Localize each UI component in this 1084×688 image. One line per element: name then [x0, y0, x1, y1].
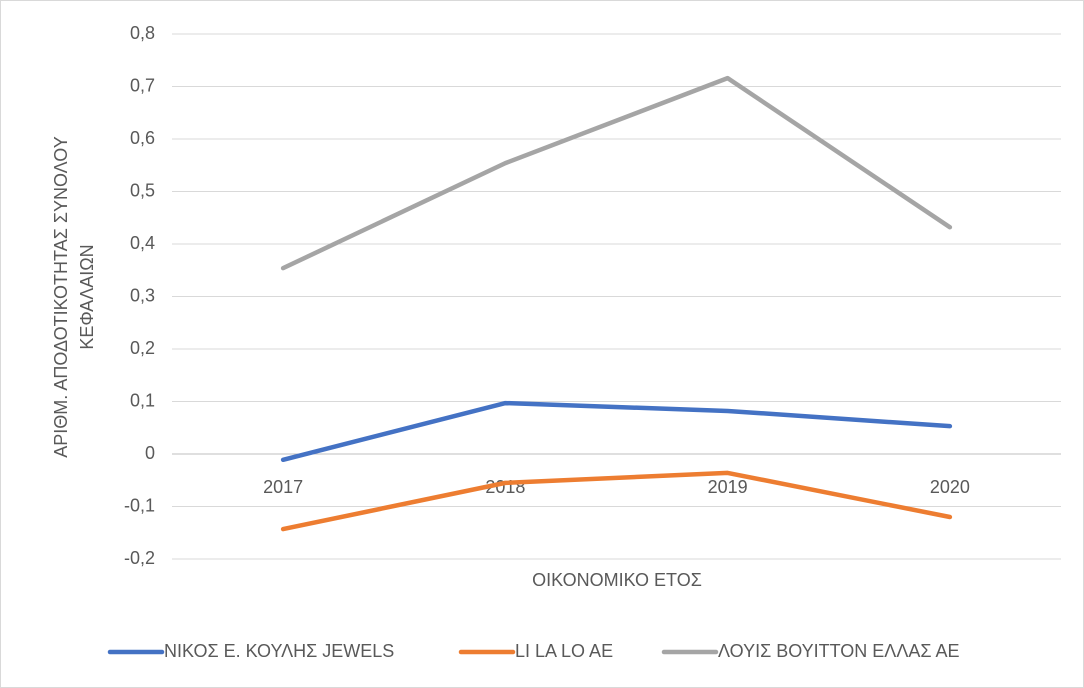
series-line	[280, 400, 953, 463]
y-tick-label: 0,4	[130, 233, 155, 253]
legend-label: LI LA LO AE	[515, 641, 613, 661]
series-line	[280, 470, 953, 532]
x-tick-label: 2019	[708, 477, 748, 497]
y-axis-title-line: ΑΡΙΘΜ. ΑΠΟΔΟΤΙΚΟΤΗΤΑΣ ΣΥΝΟΛΟΥ	[51, 136, 71, 457]
y-tick-label: 0,2	[130, 338, 155, 358]
legend-label: ΛΟΥΙΣ ΒΟΥΙΤΤΟΝ ΕΛΛΑΣ ΑΕ	[718, 641, 960, 661]
y-tick-label: 0,3	[130, 285, 155, 305]
y-tick-label: -0,1	[124, 495, 155, 515]
legend-label: ΝΙΚΟΣ Ε. ΚΟΥΛΗΣ JEWELS	[164, 641, 394, 661]
y-axis-title-line: ΚΕΦΑΛΑΙΩΝ	[77, 244, 97, 349]
y-tick-label: 0,7	[130, 75, 155, 95]
x-axis-title: ΟΙΚΟΝΟΜΙΚΟ ΕΤΟΣ	[532, 570, 702, 590]
y-tick-label: 0	[145, 443, 155, 463]
y-tick-label: 0,1	[130, 390, 155, 410]
y-tick-label: -0,2	[124, 548, 155, 568]
y-tick-label: 0,6	[130, 128, 155, 148]
x-tick-label: 2017	[263, 477, 303, 497]
series-line	[280, 75, 953, 271]
y-axis-title: ΑΡΙΘΜ. ΑΠΟΔΟΤΙΚΟΤΗΤΑΣ ΣΥΝΟΛΟΥ ΚΕΦΑΛΑΙΩΝ	[51, 136, 97, 457]
y-tick-label: 0,5	[130, 180, 155, 200]
y-tick-label: 0,8	[130, 23, 155, 43]
x-tick-label: 2020	[930, 477, 970, 497]
